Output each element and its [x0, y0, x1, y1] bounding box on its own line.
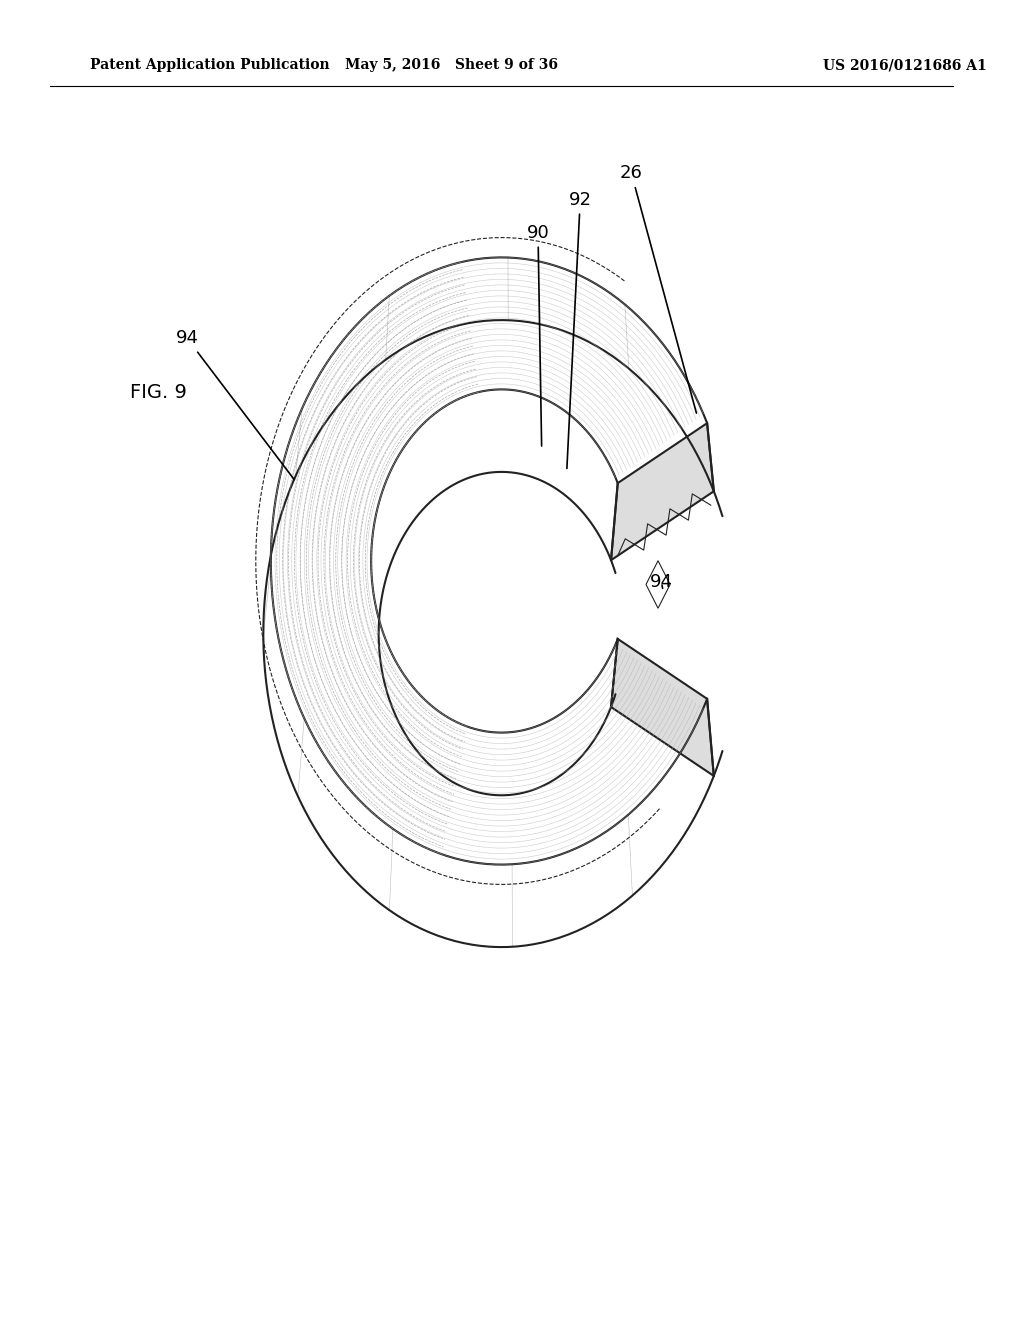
Text: 26: 26 — [620, 164, 696, 413]
Text: May 5, 2016   Sheet 9 of 36: May 5, 2016 Sheet 9 of 36 — [345, 58, 558, 73]
Text: 90: 90 — [526, 223, 550, 446]
Polygon shape — [611, 639, 714, 776]
Polygon shape — [611, 424, 714, 560]
Text: 94: 94 — [650, 573, 673, 591]
Text: FIG. 9: FIG. 9 — [130, 383, 187, 401]
Text: 92: 92 — [567, 190, 592, 469]
Text: Patent Application Publication: Patent Application Publication — [90, 58, 330, 73]
Text: 94: 94 — [175, 329, 294, 479]
Text: US 2016/0121686 A1: US 2016/0121686 A1 — [822, 58, 986, 73]
